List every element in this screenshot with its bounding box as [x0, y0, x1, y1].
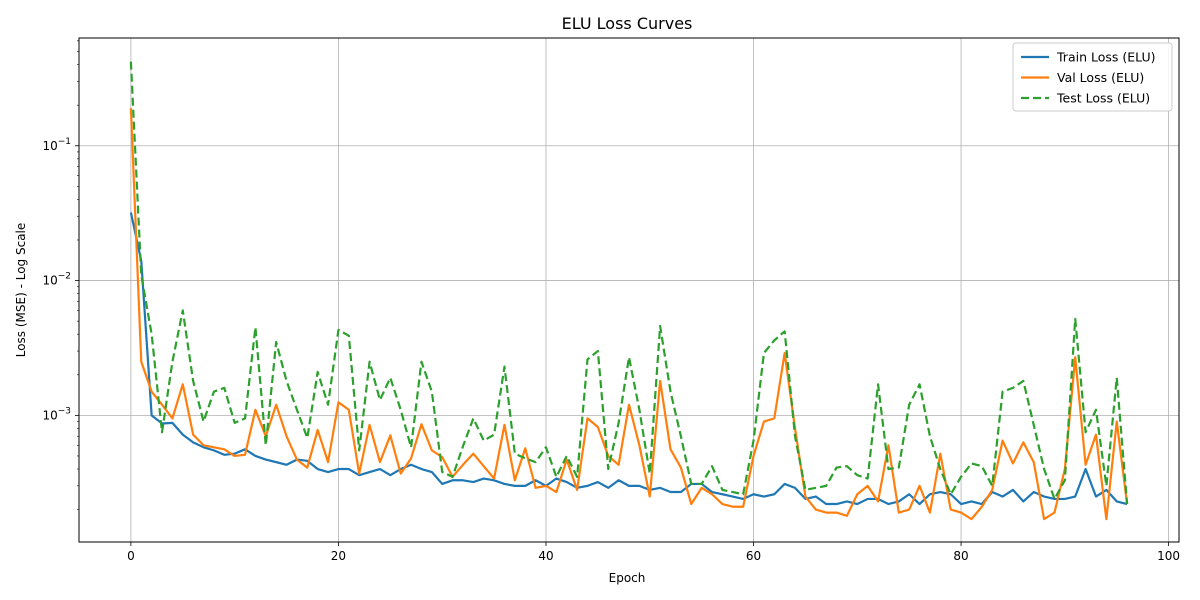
axis-ticks: 0 20 40 60 80 100 10−3 10−2 10−1	[42, 40, 1180, 563]
legend: Train Loss (ELU) Val Loss (ELU) Test Loss …	[1012, 42, 1173, 112]
legend-box	[1012, 42, 1173, 112]
series-line-2	[129, 108, 1129, 521]
x-tick-label: 100	[1157, 549, 1180, 563]
chart-title: ELU Loss Curves	[562, 14, 693, 33]
x-tick-label: 20	[331, 549, 346, 563]
x-tick-label: 40	[538, 549, 553, 563]
legend-label: Val Loss (ELU)	[1057, 70, 1144, 85]
x-tick-label: 80	[953, 549, 968, 563]
plot-frame	[78, 37, 1180, 543]
y-axis-label: Loss (MSE) - Log Scale	[14, 223, 28, 358]
series-line-3	[129, 61, 1129, 505]
legend-label: Train Loss (ELU)	[1056, 50, 1156, 65]
x-tick-label: 60	[746, 549, 761, 563]
series-lines	[129, 61, 1129, 521]
grid-lines	[79, 38, 1179, 542]
x-tick-label: 0	[127, 549, 135, 563]
y-tick-label: 10−3	[42, 406, 71, 422]
x-axis-label: Epoch	[609, 571, 646, 585]
legend-label: Test Loss (ELU)	[1056, 91, 1150, 106]
y-tick-label: 10−1	[42, 137, 71, 153]
y-tick-label: 10−2	[42, 272, 71, 288]
